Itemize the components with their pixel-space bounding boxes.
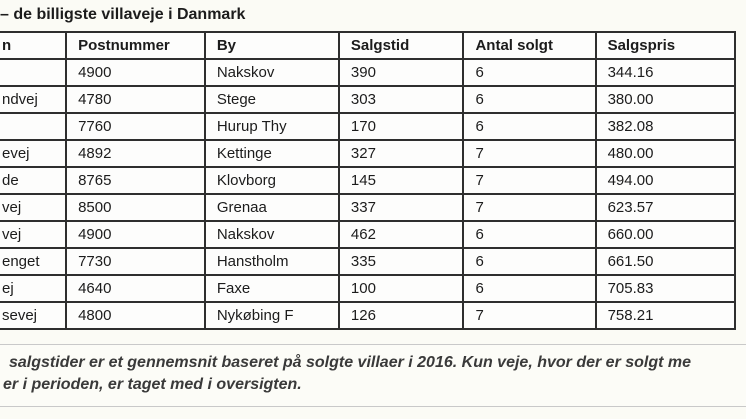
cell-vejnavn: ndvej — [0, 85, 68, 114]
cell-antal-solgt: 7 — [462, 166, 597, 195]
table-row: sevej 4800 Nykøbing F 126 7 758.21 — [0, 301, 737, 330]
cell-salgstid: 145 — [337, 166, 465, 195]
cell-salgstid: 126 — [337, 301, 465, 330]
footnote-box: salgstider er et gennemsnit baseret på s… — [0, 344, 746, 407]
cell-postnummer: 4640 — [65, 274, 206, 303]
cell-vejnavn: vej — [0, 193, 68, 222]
cell-vejnavn — [0, 112, 68, 141]
cell-postnummer: 4900 — [65, 220, 206, 249]
header-by: By — [203, 31, 340, 60]
footnote-line-2: er i perioden, er taget med i oversigten… — [3, 376, 302, 393]
cell-salgspris: 758.21 — [594, 301, 737, 330]
cell-vejnavn: enget — [0, 247, 68, 276]
cell-antal-solgt: 7 — [462, 301, 597, 330]
cell-salgstid: 337 — [337, 193, 465, 222]
header-antal-solgt: Antal solgt — [462, 31, 597, 60]
cell-vejnavn: evej — [0, 139, 68, 168]
page-title: – de billigste villaveje i Danmark — [0, 6, 246, 23]
header-postnummer: Postnummer — [65, 31, 206, 60]
cell-salgspris: 480.00 — [594, 139, 737, 168]
table-row: de 8765 Klovborg 145 7 494.00 — [0, 166, 737, 195]
cell-postnummer: 4800 — [65, 301, 206, 330]
cell-salgspris: 705.83 — [594, 274, 737, 303]
cell-antal-solgt: 6 — [462, 58, 597, 87]
cell-by: Kettinge — [203, 139, 340, 168]
cell-salgstid: 100 — [337, 274, 465, 303]
cell-postnummer: 8765 — [65, 166, 206, 195]
cell-salgspris: 380.00 — [594, 85, 737, 114]
cell-salgstid: 303 — [337, 85, 465, 114]
cell-by: Hurup Thy — [203, 112, 340, 141]
cell-salgspris: 494.00 — [594, 166, 737, 195]
cell-salgspris: 344.16 — [594, 58, 737, 87]
table-header-row: n Postnummer By Salgstid Antal solgt Sal… — [0, 31, 737, 60]
cell-by: Grenaa — [203, 193, 340, 222]
cell-postnummer: 8500 — [65, 193, 206, 222]
cell-antal-solgt: 6 — [462, 112, 597, 141]
table-row: evej 4892 Kettinge 327 7 480.00 — [0, 139, 737, 168]
cell-by: Faxe — [203, 274, 340, 303]
cell-by: Nakskov — [203, 220, 340, 249]
cell-postnummer: 4892 — [65, 139, 206, 168]
header-salgstid: Salgstid — [337, 31, 465, 60]
footnote-line-1: salgstider er et gennemsnit baseret på s… — [9, 354, 692, 371]
cell-salgspris: 661.50 — [594, 247, 737, 276]
table-row: vej 4900 Nakskov 462 6 660.00 — [0, 220, 737, 249]
cell-antal-solgt: 6 — [462, 85, 597, 114]
cell-salgstid: 390 — [337, 58, 465, 87]
cell-salgstid: 170 — [337, 112, 465, 141]
cell-salgstid: 335 — [337, 247, 465, 276]
cell-salgspris: 660.00 — [594, 220, 737, 249]
cell-antal-solgt: 7 — [462, 139, 597, 168]
table-row: 4900 Nakskov 390 6 344.16 — [0, 58, 737, 87]
table-row: 7760 Hurup Thy 170 6 382.08 — [0, 112, 737, 141]
cell-postnummer: 4780 — [65, 85, 206, 114]
cell-by: Nakskov — [203, 58, 340, 87]
cell-salgstid: 462 — [337, 220, 465, 249]
cell-by: Klovborg — [203, 166, 340, 195]
cell-vejnavn: sevej — [0, 301, 68, 330]
cell-by: Nykøbing F — [203, 301, 340, 330]
cell-postnummer: 7730 — [65, 247, 206, 276]
cell-postnummer: 4900 — [65, 58, 206, 87]
table-row: enget 7730 Hanstholm 335 6 661.50 — [0, 247, 737, 276]
table-row: ndvej 4780 Stege 303 6 380.00 — [0, 85, 737, 114]
cell-salgspris: 623.57 — [594, 193, 737, 222]
cell-vejnavn: de — [0, 166, 68, 195]
header-vejnavn: n — [0, 31, 68, 60]
cell-salgspris: 382.08 — [594, 112, 737, 141]
table-row: ej 4640 Faxe 100 6 705.83 — [0, 274, 737, 303]
cell-by: Hanstholm — [203, 247, 340, 276]
cell-antal-solgt: 6 — [462, 220, 597, 249]
cell-salgstid: 327 — [337, 139, 465, 168]
cell-postnummer: 7760 — [65, 112, 206, 141]
cell-vejnavn — [0, 58, 68, 87]
cell-antal-solgt: 6 — [462, 247, 597, 276]
table-row: vej 8500 Grenaa 337 7 623.57 — [0, 193, 737, 222]
cell-vejnavn: ej — [0, 274, 68, 303]
cell-antal-solgt: 7 — [462, 193, 597, 222]
cell-by: Stege — [203, 85, 340, 114]
cell-antal-solgt: 6 — [462, 274, 597, 303]
cheapest-villa-roads-table: n Postnummer By Salgstid Antal solgt Sal… — [0, 31, 737, 330]
cell-vejnavn: vej — [0, 220, 68, 249]
header-salgspris: Salgspris — [594, 31, 737, 60]
